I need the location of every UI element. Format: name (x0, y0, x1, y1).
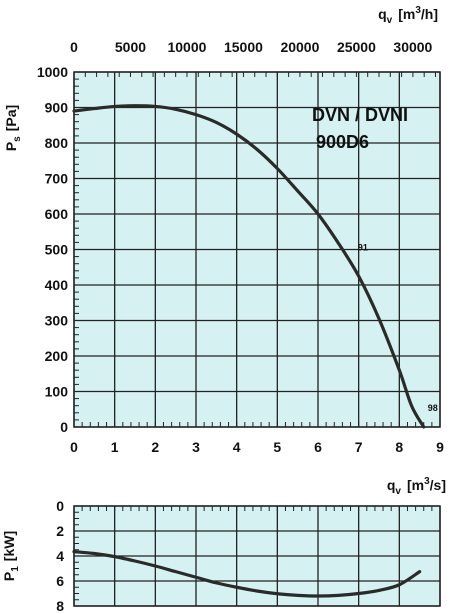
x-tick-label-7: 7 (355, 439, 363, 455)
curve-annotation-1: 98 (428, 403, 438, 413)
power-y-tick-label-4: 8 (56, 598, 64, 614)
y-tick-label-0: 0 (60, 419, 68, 435)
x-tick-label-4: 4 (233, 439, 241, 455)
chart-subtitle: 900D6 (316, 132, 369, 152)
pressure-axis-title: Ps[Pa] (3, 105, 23, 151)
y-tick-label-7: 700 (45, 171, 69, 187)
flow-x-ticks: 0 1 2 3 4 5 6 7 8 9 (70, 439, 444, 455)
top-axis-title: qv [m3/h] (378, 5, 438, 26)
power-y-tick-label-0: 0 (56, 498, 64, 514)
x-tick-label-2: 2 (151, 439, 159, 455)
pressure-annotations: 91 98 (358, 243, 438, 413)
power-curve (72, 550, 422, 598)
y-tick-label-8: 800 (45, 135, 69, 151)
chart-title: DVN / DVNI (312, 105, 408, 125)
pressure-curve (72, 104, 426, 429)
x2-tick-label-5: 25000 (337, 39, 376, 55)
curve-annotation-0: 91 (358, 243, 368, 253)
x2-tick-label-6: 30000 (393, 39, 432, 55)
y-tick-label-10: 1000 (37, 64, 68, 80)
pressure-minor-ticks (73, 71, 441, 428)
y-tick-label-2: 200 (45, 348, 69, 364)
x2-tick-label-2: 10000 (167, 39, 206, 55)
pressure-grid (73, 71, 441, 428)
y-tick-label-3: 300 (45, 313, 69, 329)
x-tick-label-5: 5 (273, 439, 281, 455)
x2-tick-label-3: 15000 (224, 39, 263, 55)
y-tick-label-4: 400 (45, 277, 69, 293)
x-tick-label-9: 9 (436, 439, 444, 455)
power-y-tick-label-3: 6 (56, 573, 64, 589)
power-minor-ticks (73, 505, 441, 607)
x-tick-label-1: 1 (111, 439, 119, 455)
power-y-tick-label-2: 4 (56, 548, 64, 564)
pressure-y-ticks: 0 100 200 300 400 500 600 700 800 900 1000 (37, 64, 68, 435)
power-y-tick-label-1: 2 (56, 523, 64, 539)
x2-tick-label-0: 0 (70, 39, 78, 55)
y-tick-label-6: 600 (45, 206, 69, 222)
power-axis-title: P1[kW] (1, 531, 21, 581)
x-tick-label-6: 6 (314, 439, 322, 455)
x-tick-label-0: 0 (70, 439, 78, 455)
power-y-ticks: 0 2 4 6 8 (56, 498, 64, 614)
top-axis-ticks: 0 5000 10000 15000 20000 25000 30000 (70, 39, 432, 55)
y-tick-label-1: 100 (45, 384, 69, 400)
x-tick-label-3: 3 (192, 439, 200, 455)
bottom-axis-title: qv [m3/s] (387, 476, 446, 497)
x2-tick-label-4: 20000 (280, 39, 319, 55)
x-tick-label-8: 8 (395, 439, 403, 455)
x2-tick-label-1: 5000 (115, 39, 146, 55)
power-grid (73, 505, 441, 607)
y-tick-label-5: 500 (45, 242, 69, 258)
y-tick-label-9: 900 (45, 100, 69, 116)
